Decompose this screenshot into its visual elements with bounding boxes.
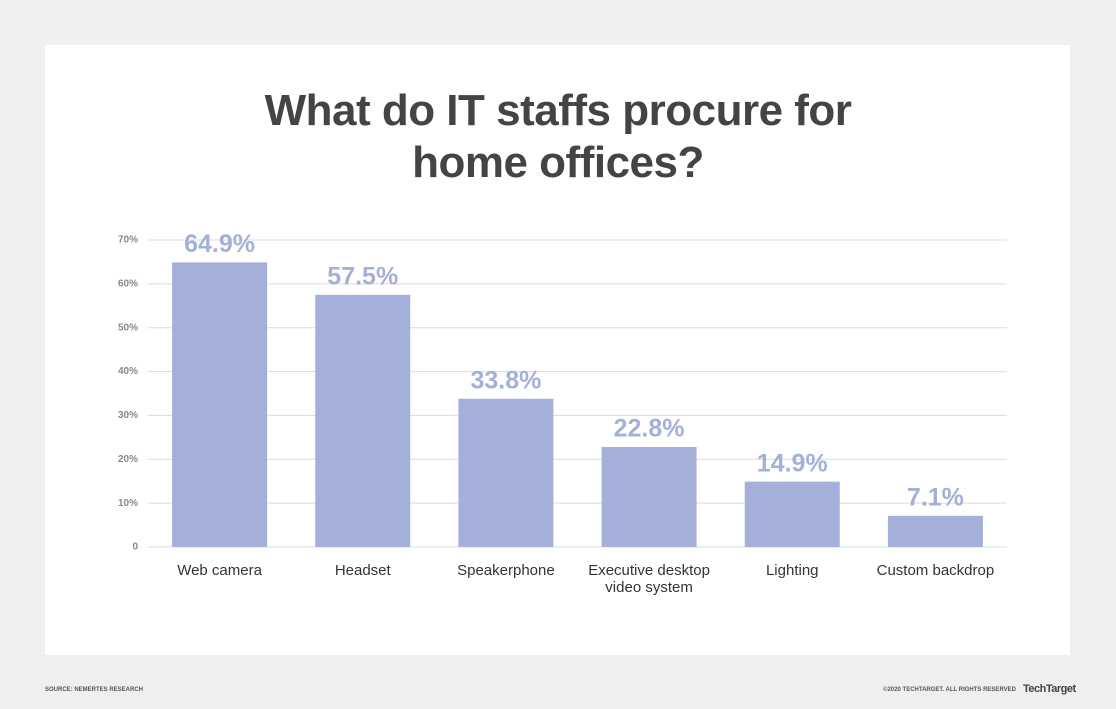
bar [887,515,983,547]
chart-title: What do IT staffs procure for home offic… [264,86,852,187]
logo: TechTarget [1023,683,1076,695]
x-tick-label: Custom backdrop [876,562,995,579]
value-label: 64.9% [184,230,255,258]
bar [458,398,554,547]
y-tick-label: 0 [132,542,138,553]
y-tick-label: 60% [118,278,138,289]
x-tick-label: Web camera [177,562,262,579]
value-label: 7.1% [907,483,964,511]
value-label: 33.8% [470,366,541,394]
copyright: ©2020 TECHTARGET. ALL RIGHTS RESERVED [883,687,1016,693]
x-tick-label: Headset [334,562,391,579]
bar [172,262,268,547]
value-label: 22.8% [614,415,685,443]
x-tick-label: Lighting [765,562,819,579]
y-tick-label: 50% [118,322,138,333]
y-tick-label: 10% [118,498,138,509]
bar [744,481,840,547]
y-tick-label: 20% [118,454,138,465]
y-tick-label: 70% [118,235,138,246]
value-label: 57.5% [327,262,398,290]
x-tick-label: Speakerphone [457,562,555,579]
bar [315,294,411,547]
y-tick-label: 30% [118,410,138,421]
value-label: 14.9% [757,449,828,477]
bar [601,447,697,547]
source: SOURCE: NEMERTES RESEARCH [45,687,144,693]
x-tick-label: Executive desktop video system [588,562,710,596]
y-tick-label: 40% [118,366,138,377]
